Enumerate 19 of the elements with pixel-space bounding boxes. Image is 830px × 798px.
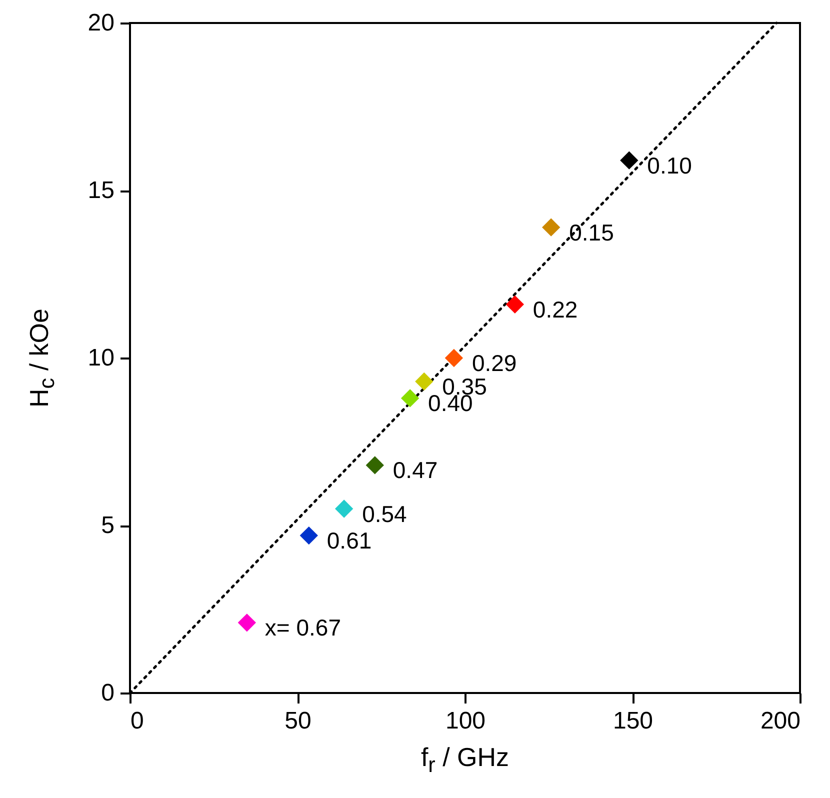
y-tick-label: 20 bbox=[88, 10, 114, 36]
annotation: 0.22 bbox=[532, 296, 578, 322]
y-tick-label: 15 bbox=[88, 177, 114, 204]
x-tick-label: 50 bbox=[284, 708, 312, 734]
y-tick-label: 0 bbox=[101, 680, 114, 706]
x-tick-label: 200 bbox=[760, 708, 800, 734]
annotation: 0.15 bbox=[569, 219, 614, 246]
x-tick-label: 100 bbox=[445, 708, 486, 734]
annotation: x= 0.67 bbox=[264, 614, 342, 641]
annotation: 0.29 bbox=[472, 350, 517, 376]
annotation: 0.54 bbox=[362, 500, 408, 527]
annotation: 0.61 bbox=[326, 528, 372, 554]
y-tick-label: 10 bbox=[88, 344, 114, 372]
y-tick-label: 5 bbox=[101, 512, 114, 539]
annotation: 0.47 bbox=[392, 457, 438, 484]
annotation: 0.10 bbox=[647, 152, 692, 178]
x-tick-label: 150 bbox=[612, 708, 654, 734]
x-axis-title: f$_{r}$ / GHz bbox=[420, 742, 510, 778]
x-tick-label: 0 bbox=[130, 708, 144, 734]
